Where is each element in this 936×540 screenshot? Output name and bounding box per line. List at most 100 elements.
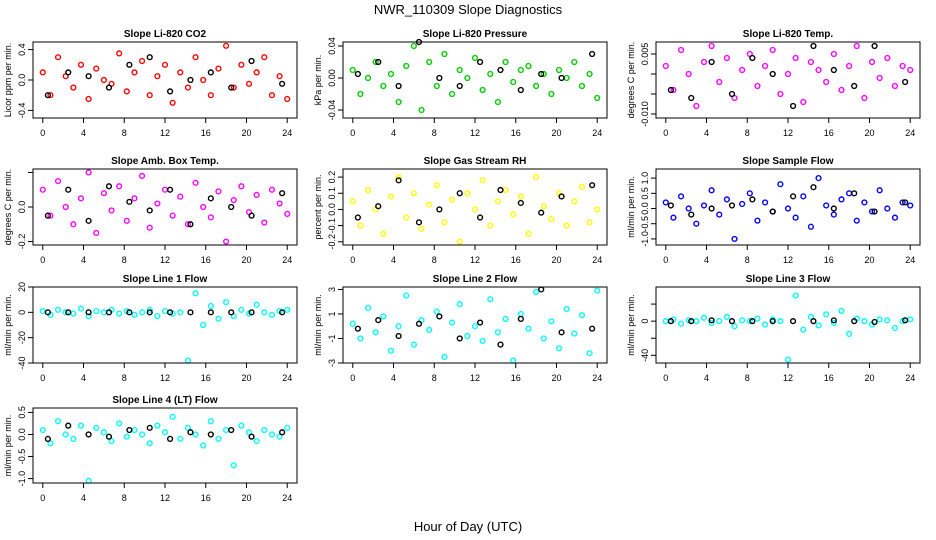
data-point [403,62,410,70]
data-point [372,329,379,336]
highlight-point [810,318,817,325]
highlight-point [354,325,361,332]
data-point [784,356,792,363]
data-point [685,205,692,212]
data-point [830,50,837,58]
highlight-point [279,429,286,436]
data-point [517,310,524,318]
panel-1: Slope Li-820 CO2 0 4 8 12 16 20 24 -0.4 0.0 0.4 Lic… [3,29,298,138]
highlight-point [789,318,797,325]
data-point [594,206,601,213]
data-point [884,205,891,212]
data-point [571,58,578,66]
data-point [47,440,54,447]
highlight-point [395,332,402,340]
y-tick-label: -20 [17,331,27,344]
data-point [693,102,700,110]
data-point [662,318,669,325]
y-tick-label: -3 [327,359,337,367]
data-point [761,321,769,328]
data-point [800,326,807,333]
data-point [131,69,138,76]
data-point [395,173,402,181]
x-tick-label: 8 [745,128,750,138]
data-point [349,320,356,327]
data-point [146,92,153,99]
plot-box [655,286,921,364]
data-point [85,313,92,320]
x-tick-label: 4 [704,128,709,138]
data-point [77,305,85,312]
x-tick-label: 8 [432,128,437,138]
data-point [245,429,253,436]
data-point [177,69,184,76]
data-point [357,222,364,229]
x-tick-label: 16 [201,128,211,138]
data-point [464,74,471,82]
x-tick-label: 12 [783,128,793,138]
y-tick-label: -0.5 [640,216,650,232]
data-point [700,58,708,66]
data-point [907,202,914,209]
data-point [116,310,123,317]
data-point [261,54,268,61]
y-tick-label: -1.0 [17,471,27,487]
data-point [268,311,276,318]
data-point [746,190,753,197]
highlight-point [187,309,194,316]
plot-box [342,286,608,364]
panel-title: Slope Li-820 Pressure [423,29,528,40]
x-tick-label: 16 [201,373,211,383]
data-point [70,84,77,91]
x-tick-label: 0 [350,255,355,265]
data-point [223,299,230,306]
data-point [410,341,417,348]
x-axis-label: Hour of Day (UTC) [414,519,522,534]
data-point [380,82,387,90]
data-point [39,426,46,434]
highlight-point [728,318,736,325]
data-point [77,422,85,429]
x-tick-label: 8 [745,373,750,383]
highlight-point [476,58,484,66]
data-point [253,301,260,308]
data-point [487,296,494,303]
data-point [200,76,207,84]
highlight-point [902,317,909,324]
data-point [846,62,853,70]
data-point [200,442,207,449]
highlight-point [354,214,361,221]
highlight-point [436,313,443,320]
highlight-point [769,318,776,325]
y-axis-label: ml/min per min. [3,294,13,356]
data-point [192,54,199,61]
x-tick-label: 20 [241,493,251,503]
data-point [372,58,379,66]
plot-box [32,168,298,246]
data-point [823,311,830,318]
data-point [116,420,123,427]
highlight-point [589,50,596,58]
highlight-point [44,435,51,442]
highlight-point [44,309,51,316]
x-tick-label: 4 [391,128,396,138]
x-tick-label: 12 [470,128,480,138]
highlight-point [851,318,858,325]
data-point [54,418,62,425]
data-point [116,183,123,190]
x-tick-label: 4 [704,255,709,265]
highlight-point [248,309,255,316]
highlight-point [207,309,214,316]
highlight-point [810,42,817,50]
data-point [555,66,563,74]
data-point [533,288,540,296]
highlight-point [558,74,565,82]
highlight-point [187,76,194,84]
data-point [448,319,456,326]
data-point [131,311,138,318]
highlight-point [279,80,286,87]
data-point [677,320,685,327]
data-point [138,431,146,438]
data-point [184,357,192,364]
data-point [807,58,815,66]
